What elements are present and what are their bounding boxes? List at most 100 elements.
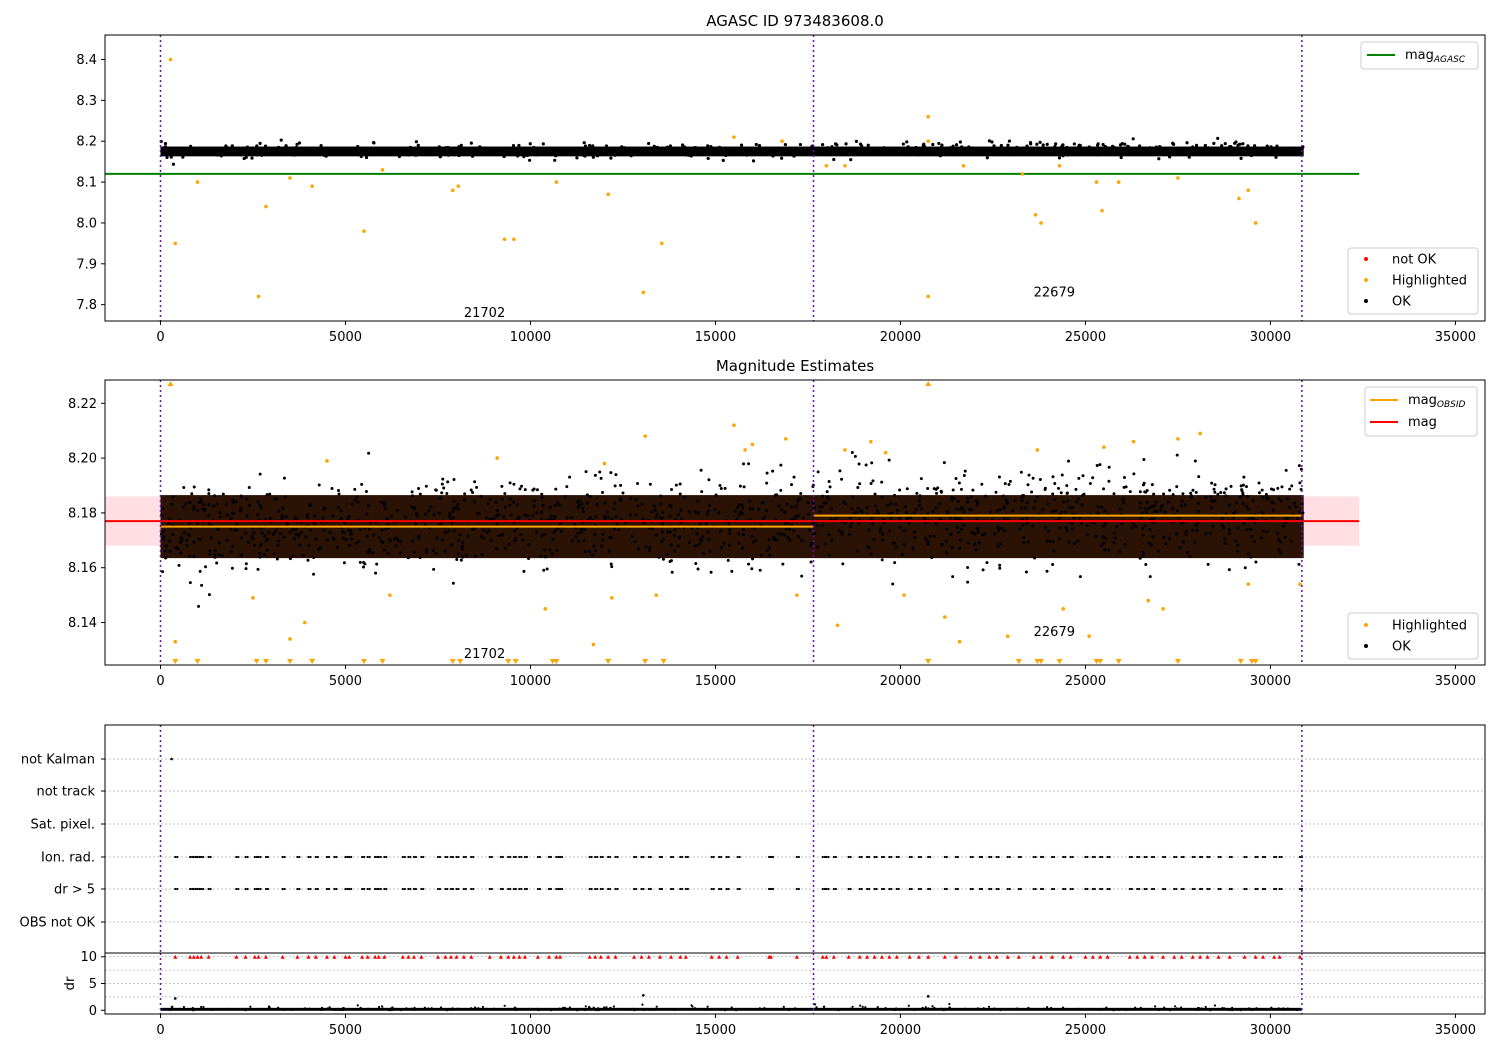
ok-point xyxy=(915,150,919,154)
dr-point xyxy=(1154,1005,1157,1008)
ok-point xyxy=(881,538,885,542)
legend-box xyxy=(1347,247,1479,315)
dr-high-marker xyxy=(400,954,405,959)
ok-point xyxy=(229,527,233,531)
flag-point xyxy=(590,887,593,891)
dr-point xyxy=(1023,1008,1026,1011)
ok-point xyxy=(523,488,527,492)
ok-point xyxy=(654,516,658,520)
ok-point xyxy=(489,539,493,543)
ok-point xyxy=(181,155,185,159)
dr-high-marker xyxy=(373,954,378,959)
ok-point xyxy=(919,477,923,481)
ok-point xyxy=(307,150,311,154)
flag-point xyxy=(956,855,960,859)
flag-point xyxy=(549,855,553,859)
flag-point xyxy=(679,855,682,859)
ok-point xyxy=(783,533,787,537)
highlighted-point xyxy=(1033,212,1038,217)
ok-point xyxy=(250,534,254,538)
ok-point xyxy=(809,560,813,564)
flag-point xyxy=(607,887,610,891)
ok-point xyxy=(629,513,633,517)
ok-point xyxy=(781,562,785,566)
ok-point xyxy=(1053,498,1057,502)
ok-point xyxy=(165,155,169,160)
ok-point xyxy=(1227,503,1231,507)
flag-point xyxy=(436,887,440,891)
dr-point xyxy=(787,1008,791,1012)
ok-point xyxy=(937,141,941,146)
dr-point xyxy=(449,1008,452,1011)
ok-point xyxy=(558,150,562,155)
ok-point xyxy=(294,532,298,536)
ok-point xyxy=(171,495,175,499)
ok-point xyxy=(647,549,651,553)
ok-point xyxy=(1005,502,1009,506)
ok-point xyxy=(355,495,359,499)
ok-point xyxy=(730,569,734,573)
dr-point xyxy=(813,1003,817,1006)
highlighted-point xyxy=(641,290,646,295)
ok-point xyxy=(416,143,420,147)
dr-point xyxy=(1230,1008,1233,1011)
ok-point xyxy=(718,484,722,488)
ok-point xyxy=(640,502,644,506)
out-of-range-low-marker xyxy=(1115,659,1122,664)
ok-point xyxy=(231,511,235,515)
dr-high-marker xyxy=(1216,954,1221,959)
ok-point xyxy=(601,491,605,495)
ok-point xyxy=(532,499,536,503)
ok-point xyxy=(288,530,292,534)
dr-point xyxy=(837,1009,840,1012)
ok-point xyxy=(1222,146,1227,151)
ok-point xyxy=(1278,540,1282,544)
flag-point xyxy=(660,887,664,891)
ok-point xyxy=(431,548,435,552)
ok-point xyxy=(636,504,640,508)
ok-point xyxy=(366,550,370,554)
highlighted-point xyxy=(288,637,292,641)
ok-point xyxy=(958,538,962,542)
flag-point xyxy=(488,855,491,859)
flag-point xyxy=(1298,887,1302,891)
ok-point xyxy=(708,148,712,153)
ok-point xyxy=(1064,525,1068,529)
ok-point xyxy=(694,146,698,150)
ok-point xyxy=(634,151,638,155)
flag-point xyxy=(919,887,923,891)
ok-point xyxy=(162,535,166,539)
ok-point xyxy=(1160,505,1164,509)
ok-point xyxy=(197,537,201,541)
ok-point xyxy=(613,146,617,151)
flag-point xyxy=(684,855,687,859)
flag-point xyxy=(368,855,371,859)
ok-point xyxy=(680,517,684,521)
ok-point xyxy=(706,151,710,155)
ok-point xyxy=(459,558,463,562)
flag-point xyxy=(990,887,993,891)
ok-point xyxy=(394,544,398,548)
dr-point xyxy=(245,1007,248,1011)
dr-high-marker xyxy=(865,954,870,959)
dr-high-marker xyxy=(280,954,285,959)
highlighted-point xyxy=(325,459,329,463)
dr-point xyxy=(849,1007,852,1010)
ok-point xyxy=(439,496,443,500)
ok-point xyxy=(255,144,259,148)
ok-point xyxy=(362,565,366,569)
ok-point xyxy=(349,529,353,533)
flag-point xyxy=(642,887,645,891)
ok-point xyxy=(370,153,375,157)
ok-point xyxy=(326,538,330,542)
ok-point xyxy=(1138,556,1142,560)
dr-point xyxy=(1241,1008,1244,1011)
ok-point xyxy=(295,142,299,146)
ok-point xyxy=(893,561,897,565)
ok-point xyxy=(1112,492,1116,496)
ok-point xyxy=(1033,556,1037,560)
ok-point xyxy=(1103,521,1107,525)
ok-point xyxy=(192,555,196,559)
ok-point xyxy=(717,511,721,515)
ok-point xyxy=(1194,523,1198,527)
